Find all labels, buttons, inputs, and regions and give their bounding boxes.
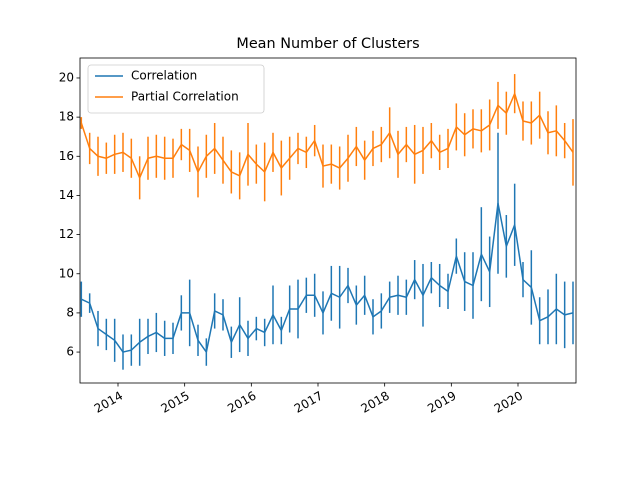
- chart-title: Mean Number of Clusters: [236, 36, 419, 52]
- y-tick-label: 8: [66, 305, 74, 319]
- y-tick-label: 12: [59, 227, 74, 241]
- series-line: [81, 202, 574, 353]
- legend-label: Correlation: [131, 69, 197, 83]
- y-tick-label: 6: [66, 345, 74, 359]
- y-tick-label: 18: [59, 110, 74, 124]
- y-tick-label: 20: [59, 70, 74, 84]
- y-tick-label: 16: [59, 149, 74, 163]
- legend-box: [87, 64, 265, 114]
- legend-label: Partial Correlation: [131, 90, 239, 104]
- plot-frame: [79, 57, 577, 384]
- y-tick-label: 10: [59, 266, 74, 280]
- y-tick-label: 14: [59, 188, 74, 202]
- plot-area: [80, 74, 574, 370]
- series-line: [80, 92, 574, 179]
- legend: Correlation Partial Correlation: [87, 64, 265, 114]
